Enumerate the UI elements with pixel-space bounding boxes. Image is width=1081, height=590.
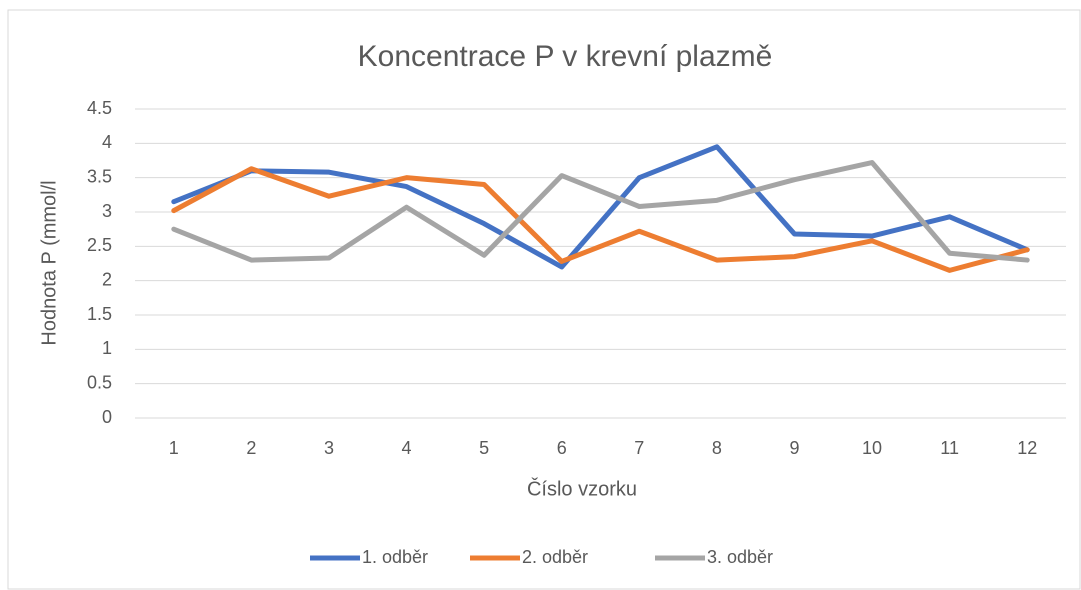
x-tick-label: 8 — [712, 438, 722, 458]
legend-label: 1. odběr — [362, 547, 428, 567]
y-tick-label: 1 — [102, 338, 112, 358]
y-axis-title: Hodnota P (mmol/l — [38, 180, 60, 345]
x-tick-label: 4 — [402, 438, 412, 458]
y-tick-label: 3.5 — [87, 166, 112, 186]
x-tick-label: 11 — [940, 438, 959, 458]
y-tick-label: 3 — [102, 201, 112, 221]
y-tick-label: 0.5 — [87, 372, 112, 392]
x-tick-label: 2 — [246, 438, 256, 458]
x-tick-label: 7 — [634, 438, 644, 458]
x-tick-label: 9 — [789, 438, 799, 458]
legend-label: 2. odběr — [522, 547, 588, 567]
x-tick-label: 6 — [557, 438, 567, 458]
y-tick-label: 1.5 — [87, 304, 112, 324]
y-tick-label: 2.5 — [87, 235, 112, 255]
y-tick-label: 2 — [102, 269, 112, 289]
x-tick-label: 12 — [1017, 438, 1037, 458]
x-tick-label: 3 — [324, 438, 334, 458]
chart-frame — [7, 9, 1081, 590]
chart-title: Koncentrace P v krevní plazmě — [358, 40, 773, 73]
y-tick-label: 4 — [102, 132, 112, 152]
y-tick-label: 4.5 — [87, 98, 112, 118]
y-tick-label: 0 — [102, 407, 112, 427]
legend-label: 3. odběr — [707, 547, 773, 567]
x-tick-label: 10 — [862, 438, 882, 458]
x-tick-label: 5 — [479, 438, 489, 458]
line-series — [171, 144, 1030, 270]
line-series — [171, 166, 1030, 273]
x-tick-label: 1 — [169, 438, 179, 458]
x-axis-title: Číslo vzorku — [527, 477, 637, 500]
line-series — [171, 160, 1030, 263]
